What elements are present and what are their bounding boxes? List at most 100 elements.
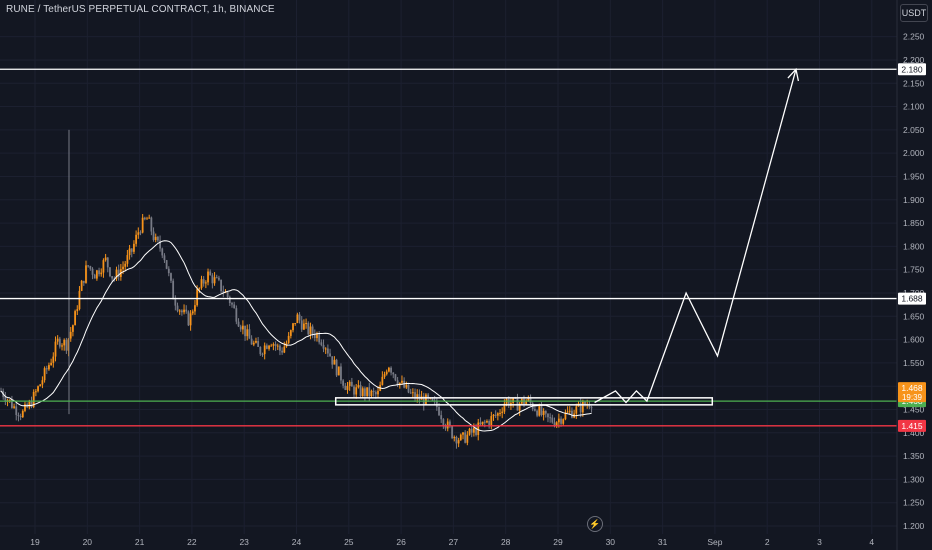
candle-body [538, 406, 541, 416]
candle-body [571, 410, 573, 418]
candle-body [189, 313, 192, 326]
candle-body [320, 342, 323, 345]
candle-body [257, 341, 260, 347]
candle-body [30, 401, 33, 407]
candle-body [300, 320, 303, 330]
candle-body [309, 326, 312, 335]
candle-body [553, 422, 556, 427]
candle-body [128, 248, 131, 256]
candle-body [143, 217, 146, 220]
candle-body [8, 399, 11, 401]
candle-body [534, 409, 536, 411]
candle-body [584, 401, 586, 406]
candle-body [481, 421, 484, 425]
candle-body [185, 309, 188, 312]
candle-body [130, 248, 133, 252]
candle-body [276, 345, 279, 347]
candle-body [368, 387, 371, 397]
candle-body [342, 380, 345, 386]
candle-body [117, 269, 120, 277]
y-tick-label: 1.550 [903, 358, 925, 368]
candle-body [401, 380, 403, 383]
candle-body [488, 421, 491, 426]
candle-body [218, 277, 220, 280]
projection-path[interactable] [594, 69, 797, 404]
candle-body [207, 271, 209, 283]
candle-body [387, 367, 390, 372]
candle-body [492, 414, 495, 417]
last-price-label: 1.468 [901, 383, 923, 393]
candle-body [139, 232, 142, 234]
candle-body [172, 280, 175, 300]
candle-body [224, 292, 227, 294]
candle-body [102, 260, 105, 273]
candle-body [394, 374, 397, 381]
time-axis[interactable]: 19 20 21 22 23 24 25 26 27 28 29 30 31 Sep 2 3 4 [30, 537, 874, 547]
candle-body [344, 385, 347, 390]
candle-body [414, 392, 416, 399]
candle-body [274, 344, 277, 346]
candle-body [311, 326, 314, 334]
x-tick-label: 29 [553, 537, 563, 547]
candle-body [106, 257, 109, 268]
candle-body [89, 266, 92, 269]
candle-body [244, 325, 246, 337]
candle-body [265, 345, 268, 349]
candle-body [76, 309, 79, 312]
candle-body [307, 323, 310, 335]
candle-body [281, 350, 284, 353]
candle-body [87, 265, 90, 267]
candle-body [133, 243, 135, 252]
candle-body [551, 417, 554, 423]
candle-body [220, 279, 223, 292]
lightning-icon[interactable]: ⚡ [587, 516, 603, 532]
candle-body [588, 404, 591, 408]
candle-body [405, 384, 408, 388]
candle-body [237, 321, 240, 327]
candle-body [512, 397, 515, 403]
candle-body [250, 338, 253, 345]
y-tick-label: 1.650 [903, 311, 925, 321]
candle-body [507, 398, 510, 406]
candle-body [348, 381, 351, 386]
y-tick-label: 2.100 [903, 102, 925, 112]
range-box[interactable] [334, 397, 714, 406]
candle-body [590, 407, 593, 409]
y-tick-label: 2.150 [903, 78, 925, 88]
y-tick-label: 1.450 [903, 405, 925, 415]
x-tick-label: 27 [449, 537, 459, 547]
level-tag [898, 63, 926, 76]
candle-body [459, 434, 462, 441]
candle-body [122, 266, 124, 270]
candle-body [468, 428, 471, 435]
candle-body [141, 217, 144, 233]
currency-button[interactable]: USDT [900, 4, 928, 22]
y-tick-label: 1.800 [903, 241, 925, 251]
candle-body [575, 406, 578, 414]
level-tag-label: 1.415 [901, 421, 923, 431]
x-tick-label: 24 [292, 537, 302, 547]
candle-body [111, 276, 114, 279]
candle-body [148, 217, 151, 219]
symbol-title[interactable]: RUNE / TetherUS PERPETUAL CONTRACT, 1h, … [6, 4, 275, 15]
candle-body [32, 391, 35, 407]
candle-body [566, 411, 569, 413]
candle-body [316, 333, 318, 339]
horizontal-levels[interactable] [0, 68, 897, 427]
candle-body [542, 410, 545, 415]
candle-body [194, 305, 196, 312]
candle-body [241, 325, 244, 330]
candle-body [54, 341, 57, 357]
candle-body [37, 386, 39, 392]
candle-body [222, 291, 225, 293]
candle-body [198, 287, 201, 290]
candle-body [167, 268, 170, 274]
candle-body [124, 263, 127, 267]
candle-body [157, 236, 159, 241]
drawings[interactable] [334, 67, 800, 406]
candle-body [392, 372, 395, 375]
candle-body [411, 392, 414, 394]
candle-body [183, 309, 185, 313]
